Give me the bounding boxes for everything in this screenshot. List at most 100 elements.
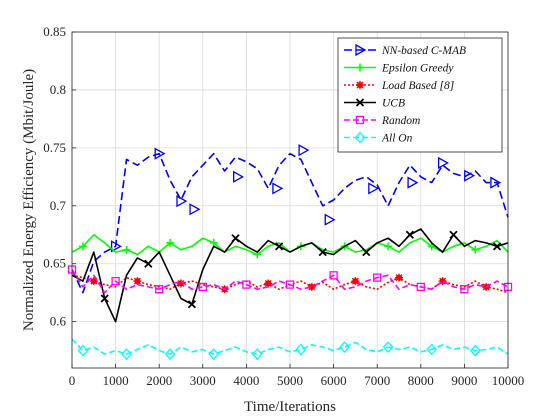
data-point-random: [111, 276, 120, 286]
data-point-ucb: [449, 230, 458, 239]
data-point-all-on: [382, 341, 394, 354]
y-tick-label: 0.8: [50, 82, 66, 97]
data-point-epsilon-greedy: [471, 245, 480, 254]
data-point-random: [460, 285, 469, 294]
data-point-ucb: [318, 248, 327, 257]
data-point-ucb: [187, 300, 197, 309]
data-point-nn-based-c-mab: [272, 182, 284, 195]
x-tick-label: 10000: [492, 373, 525, 388]
x-tick-label: 3000: [190, 373, 216, 388]
series-ucb: [71, 228, 509, 323]
series-line-ucb: [71, 228, 509, 323]
data-point-random: [242, 280, 251, 289]
data-point-all-on: [295, 343, 307, 356]
x-tick-label: 4000: [233, 373, 259, 388]
legend-item-nn-based-c-mab: NN-based C-MAB: [344, 43, 466, 57]
data-point-load-based-8: [264, 279, 273, 288]
data-point-nn-based-c-mab: [324, 213, 336, 226]
series-line-random: [71, 269, 509, 294]
axis-ticks: 0 1000 2000 3000 4000 5000 6000 7000 8000 9000 100…: [43, 24, 524, 388]
data-point-load-based-8: [89, 277, 98, 286]
series-layer: [67, 144, 513, 361]
data-point-nn-based-c-mab: [437, 156, 449, 170]
legend-item-epsilon-greedy: Epsilon Greedy: [344, 63, 454, 75]
data-point-random: [329, 271, 338, 280]
data-point-random: [285, 280, 295, 289]
legend-marker: [355, 115, 365, 125]
legend-label: UCB: [382, 98, 405, 110]
data-point-epsilon-greedy: [384, 242, 393, 251]
data-point-all-on: [469, 344, 481, 357]
data-point-epsilon-greedy: [122, 245, 131, 254]
x-tick-label: 5000: [277, 373, 303, 388]
y-tick-label: 0.85: [43, 24, 66, 39]
x-tick-label: 2000: [146, 373, 172, 388]
data-point-ucb: [100, 294, 109, 303]
data-point-nn-based-c-mab: [110, 240, 122, 253]
data-point-ucb: [231, 234, 240, 243]
legend-item-all-on: All On: [344, 131, 413, 145]
data-point-all-on: [77, 344, 89, 357]
data-point-all-on: [339, 341, 350, 354]
data-point-epsilon-greedy: [78, 242, 87, 251]
legend-item-random: Random: [344, 115, 420, 127]
x-tick-label: 8000: [408, 373, 434, 388]
data-point-load-based-8: [395, 273, 403, 282]
data-point-all-on: [208, 348, 220, 361]
data-point-random: [416, 282, 425, 292]
data-point-random: [155, 285, 164, 294]
data-point-ucb: [405, 230, 415, 239]
data-point-random: [373, 273, 382, 282]
x-axis-label: Time/Iterations: [244, 399, 336, 415]
y-tick-label: 0.7: [50, 198, 67, 213]
y-tick-label: 0.6: [50, 314, 67, 329]
data-point-epsilon-greedy: [166, 238, 175, 247]
legend: NN-based C-MAB Epsilon Greedy Load Based […: [337, 37, 503, 153]
data-point-load-based-8: [351, 277, 360, 286]
data-point-nn-based-c-mab: [407, 176, 419, 189]
data-point-all-on: [121, 348, 132, 361]
legend-label: Load Based [8]: [381, 80, 454, 92]
data-point-all-on: [426, 343, 438, 356]
data-point-ucb: [274, 242, 284, 251]
x-tick-label: 1000: [103, 373, 129, 388]
legend-label: All On: [381, 133, 413, 145]
legend-marker: [355, 43, 367, 57]
legend-marker: [356, 63, 364, 72]
legend-item-load-based-8: Load Based [8]: [344, 80, 454, 92]
data-point-nn-based-c-mab: [298, 144, 310, 157]
data-point-ucb: [362, 248, 371, 257]
series-line-all-on: [71, 338, 509, 355]
legend-item-ucb: UCB: [344, 98, 405, 110]
data-point-nn-based-c-mab: [154, 147, 166, 160]
data-point-ucb: [144, 259, 153, 268]
legend-marker: [356, 81, 364, 89]
legend-label: NN-based C-MAB: [381, 45, 466, 57]
legend-box: [337, 37, 503, 153]
data-point-nn-based-c-mab: [233, 170, 245, 183]
y-axis-label: Normalized Energy Efficiency (Mbit/Joule…: [21, 69, 37, 331]
data-point-all-on: [164, 348, 176, 361]
data-point-nn-based-c-mab: [189, 203, 201, 216]
data-point-nn-based-c-mab: [176, 195, 188, 208]
y-tick-label: 0.75: [43, 140, 66, 155]
data-point-nn-based-c-mab: [464, 169, 476, 182]
legend-label: Random: [381, 115, 420, 127]
x-tick-label: 0: [69, 373, 76, 388]
x-tick-label: 9000: [451, 373, 477, 388]
y-tick-label: 0.65: [43, 256, 66, 271]
data-point-nn-based-c-mab: [368, 182, 380, 195]
series-line-nn-based-c-mab: [71, 152, 509, 294]
legend-label: Epsilon Greedy: [381, 63, 454, 75]
x-tick-label: 6000: [321, 373, 347, 388]
data-point-load-based-8: [133, 277, 142, 286]
data-point-random: [198, 282, 207, 292]
series-all-on: [71, 338, 509, 361]
legend-marker: [354, 131, 366, 144]
legend-marker: [355, 98, 365, 107]
data-point-ucb: [492, 242, 502, 251]
x-tick-label: 7000: [364, 373, 390, 388]
data-point-nn-based-c-mab: [490, 176, 502, 189]
data-point-all-on: [251, 348, 263, 361]
